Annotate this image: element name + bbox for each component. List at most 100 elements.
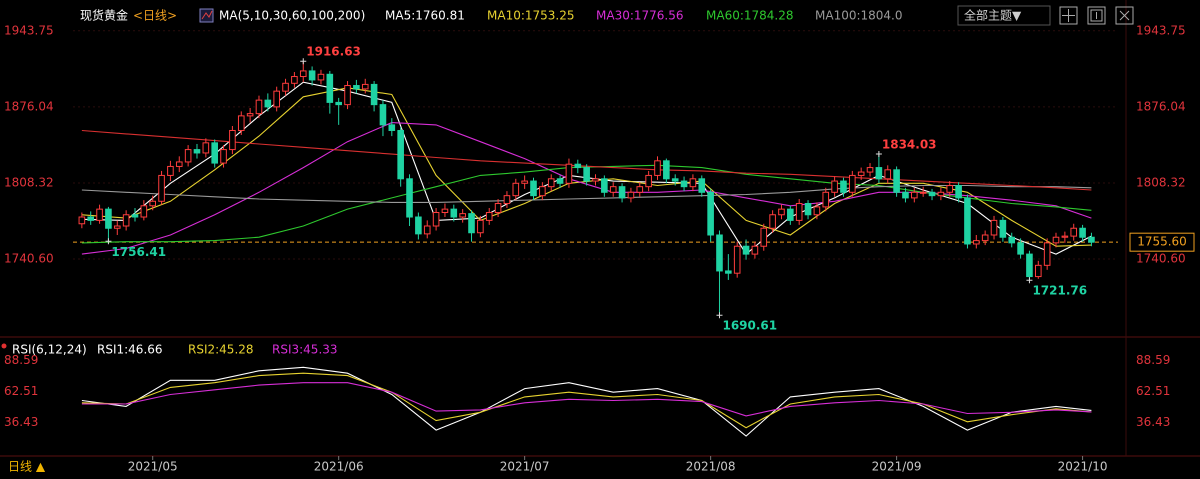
candle-body — [733, 245, 741, 274]
y-tick-label-right: 1740.60 — [1136, 252, 1186, 266]
candle-body — [220, 149, 227, 164]
current-price-box — [1129, 232, 1195, 252]
candle-body — [237, 115, 245, 131]
candle-body — [406, 178, 413, 218]
candle-body — [698, 178, 706, 193]
candle-body — [813, 206, 821, 216]
candle-body — [884, 169, 892, 180]
x-tick-label: 2021/10 — [1058, 460, 1108, 474]
candle-body — [601, 178, 608, 193]
annotation-marker — [875, 151, 882, 158]
candle-body — [335, 101, 342, 106]
candle-body — [1052, 236, 1060, 244]
series-line — [81, 87, 1092, 247]
candle-body — [1061, 235, 1069, 238]
candle-body — [645, 174, 652, 188]
candle-body — [990, 219, 998, 236]
candle-body — [485, 212, 493, 221]
candle-body — [299, 70, 307, 78]
candle-body — [344, 85, 351, 106]
candle-body — [804, 203, 812, 216]
candle-body — [849, 174, 856, 193]
legend-entry: RSI1:46.66 — [97, 343, 163, 357]
candle-body — [654, 160, 661, 176]
annotation-marker — [300, 58, 307, 65]
y-tick-label-right: 1943.75 — [1136, 23, 1186, 37]
candle-body — [202, 142, 210, 154]
candle-body — [264, 99, 272, 108]
candle-body — [113, 225, 121, 229]
candle-body — [397, 129, 404, 180]
candle-body — [494, 203, 502, 214]
candle-body — [122, 214, 130, 227]
toolbar-icons — [1059, 6, 1134, 25]
close-glyph — [1119, 10, 1130, 21]
candle-body — [911, 191, 918, 199]
candle-body — [530, 180, 537, 197]
x-tick-label: 2021/05 — [128, 460, 178, 474]
candle-body — [937, 191, 945, 197]
y-tick-label-left: 62.51 — [4, 384, 38, 398]
candle-body — [193, 149, 201, 154]
y-tick-label-left: 1943.75 — [4, 23, 54, 37]
candle-body — [282, 82, 289, 92]
candle-body — [521, 180, 528, 184]
footer-period[interactable]: 日线 ▲ — [8, 460, 46, 474]
annotation-label: 1690.61 — [722, 319, 777, 333]
candle-body — [415, 216, 422, 235]
close-button[interactable] — [1115, 6, 1134, 25]
candle-body — [671, 178, 679, 182]
candle-body — [1034, 264, 1042, 278]
y-tick-label-right: 88.59 — [1136, 353, 1170, 367]
candle-body — [928, 191, 936, 197]
instrument-title: 现货黄金 — [80, 8, 128, 23]
candle-body — [742, 245, 750, 255]
y-tick-label-right: 36.43 — [1136, 415, 1170, 429]
candle-body — [565, 163, 573, 184]
candle-body — [574, 163, 582, 169]
candle-body — [725, 270, 732, 274]
candle-body — [291, 76, 298, 84]
annotation-label: 1916.63 — [306, 45, 361, 59]
candle-body — [432, 212, 440, 227]
candle-body — [946, 185, 954, 193]
indicator-icon-glyph — [201, 10, 213, 20]
candle-body — [707, 191, 714, 236]
y-tick-label-right: 62.51 — [1136, 384, 1170, 398]
theme-button[interactable] — [957, 5, 1051, 26]
candle-body — [1079, 227, 1086, 238]
indicator-icon[interactable] — [199, 8, 214, 23]
series-line — [81, 382, 1092, 417]
current-price-label: 1755.60 — [1137, 235, 1187, 249]
panel-marker — [1, 343, 7, 349]
candle-body — [539, 186, 546, 197]
candle-body — [326, 73, 334, 103]
candle-body — [317, 73, 325, 81]
candle-body — [388, 124, 396, 131]
candle-body — [547, 178, 555, 188]
legend-entry: RSI3:45.33 — [272, 343, 338, 357]
y-tick-label-right: 1808.32 — [1136, 175, 1186, 189]
x-tick-label: 2021/07 — [500, 460, 550, 474]
candle-body — [663, 160, 670, 180]
candle-body — [955, 185, 962, 199]
candle-body — [716, 234, 723, 272]
candle-body — [787, 208, 794, 221]
legend-entry: MA60:1784.28 — [706, 9, 794, 23]
annotation-marker — [716, 312, 723, 319]
zoom-button[interactable] — [1087, 6, 1106, 25]
candle-body — [158, 174, 165, 202]
candle-body — [308, 70, 316, 81]
candle-body — [1088, 236, 1095, 243]
zoom-glyph — [1090, 9, 1103, 22]
layout-button[interactable] — [1059, 6, 1078, 25]
candle-body — [477, 219, 484, 234]
legend-entry: MA100:1804.0 — [815, 9, 903, 23]
candle-body — [831, 180, 838, 193]
y-tick-label-left: 36.43 — [4, 415, 38, 429]
candle-body — [875, 167, 883, 180]
candle-body — [246, 113, 254, 117]
candle-body — [769, 214, 776, 229]
candle-body — [423, 225, 431, 235]
annotation-label: 1834.03 — [882, 138, 937, 152]
